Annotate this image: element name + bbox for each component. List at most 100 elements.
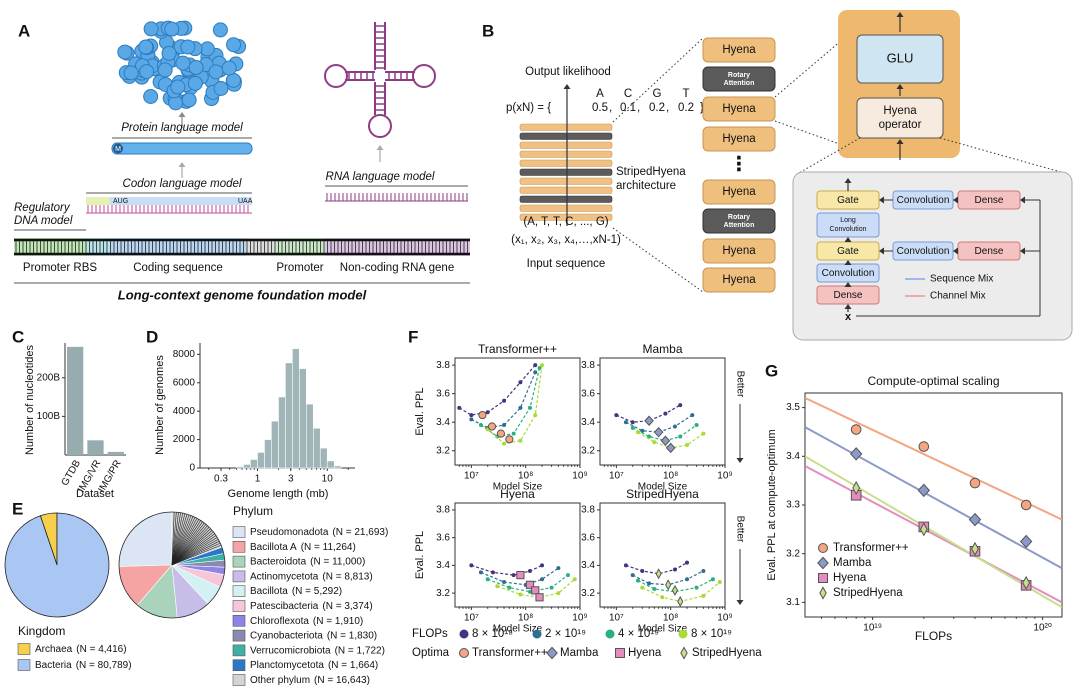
point — [630, 425, 635, 430]
legend-title: Phylum — [233, 504, 273, 518]
token: C — [624, 88, 632, 100]
separator: , — [609, 102, 612, 114]
legend-name: Verrucomicrobiota — [250, 645, 331, 656]
arrow-head — [953, 247, 958, 255]
slice-divider — [171, 530, 213, 566]
block-label: Attention — [724, 222, 755, 229]
likelihood-prefix: p(xN) = { — [506, 102, 551, 114]
point — [565, 573, 570, 578]
x-tick-label: 10⁸ — [663, 471, 678, 482]
point — [537, 365, 542, 370]
marker — [665, 579, 672, 591]
block — [702, 66, 776, 92]
legend-swatch — [615, 648, 625, 658]
x-tick-label: 10¹⁹ — [863, 623, 882, 634]
legend-label: Cyanobacteriota (N = 1,830) — [250, 630, 377, 641]
block — [702, 238, 776, 264]
block-label: Hyena — [722, 44, 756, 56]
y-tick-label: 3.4 — [436, 417, 450, 428]
point — [518, 438, 523, 443]
legend-label: 8 × 10¹⁸ — [472, 628, 513, 640]
slice-divider — [171, 528, 211, 566]
histogram-bar — [243, 464, 251, 469]
point — [533, 363, 538, 368]
point — [640, 428, 645, 433]
axis-title: Dataset — [76, 488, 114, 500]
subplot-title: Transformer++ — [478, 342, 557, 356]
y-tick-label: 3.6 — [581, 532, 595, 543]
legend-swatch — [678, 629, 688, 639]
layer — [519, 195, 613, 203]
legend-name: Other phylum — [250, 675, 310, 686]
layer — [519, 159, 613, 167]
x-tick-label: 0.3 — [214, 474, 228, 485]
series-line — [625, 562, 688, 575]
legend-count: (N = 80,789) — [76, 660, 132, 671]
start-residue — [113, 143, 123, 154]
arrow-head — [563, 84, 571, 89]
panel-label: D — [146, 327, 158, 346]
point — [572, 577, 577, 582]
arrow-head — [736, 600, 744, 605]
legend-label: Mamba — [833, 557, 872, 569]
plot-frame — [454, 357, 581, 466]
point — [540, 363, 545, 368]
point — [623, 420, 628, 425]
marker — [968, 512, 982, 527]
block-label: Rotary — [728, 72, 750, 79]
better-label: Better — [734, 371, 745, 398]
plot-frame — [599, 357, 726, 466]
arrow-head — [879, 247, 884, 255]
point — [663, 411, 668, 416]
axis-title: Number of nucleotides — [24, 344, 36, 455]
zoom-line — [612, 227, 704, 293]
legend-swatch — [605, 629, 615, 639]
mixer-label: Gate — [837, 195, 859, 206]
protein-bead — [221, 60, 237, 76]
legend-swatch — [232, 659, 246, 672]
legend-swatch — [17, 643, 31, 655]
protein-bead — [226, 37, 242, 53]
slice-divider — [171, 535, 217, 566]
legend-label: Bacillota (N = 5,292) — [250, 586, 342, 597]
y-tick-label: 3.8 — [436, 505, 450, 516]
pie-outline — [118, 511, 226, 619]
chart-title: Compute-optimal scaling — [867, 374, 999, 388]
marker — [971, 541, 979, 556]
architecture-label: StripedHyena — [616, 166, 686, 178]
slice-divider — [171, 518, 198, 566]
legend-swatch — [532, 629, 542, 639]
marker — [850, 424, 862, 435]
legend-label: Planctomycetota (N = 1,664) — [250, 660, 378, 671]
marker — [665, 442, 676, 454]
slice-divider — [171, 542, 221, 566]
region-label: Promoter RBS — [23, 262, 97, 274]
marker — [487, 422, 497, 431]
axis-title: Number of genomes — [154, 355, 166, 455]
mixer-label: Dense — [834, 290, 863, 301]
marker — [653, 426, 664, 438]
point — [533, 413, 538, 418]
legend-label: Transformer++ — [833, 542, 909, 554]
token: G — [653, 88, 662, 100]
marker — [660, 435, 671, 446]
input-title: Input sequence — [527, 258, 606, 270]
point — [485, 577, 490, 582]
x-tick-label: 10⁷ — [464, 613, 479, 624]
fit-line — [805, 396, 1062, 521]
legend-name: Bacteria — [35, 660, 72, 671]
legend-name: Chloroflexota — [250, 615, 309, 626]
axis-title: Model Size — [493, 482, 543, 493]
panel-label: C — [12, 327, 24, 346]
block-label: Hyena — [722, 186, 756, 198]
plot-frame — [804, 392, 1063, 618]
operator-box — [856, 97, 944, 139]
panel-label: A — [18, 21, 30, 40]
marker — [655, 568, 662, 580]
point — [549, 585, 554, 590]
point — [630, 420, 635, 425]
legend-swatch — [459, 629, 469, 639]
x-tick-label: 10⁷ — [464, 471, 479, 482]
legend-label: StripedHyena — [833, 587, 903, 599]
